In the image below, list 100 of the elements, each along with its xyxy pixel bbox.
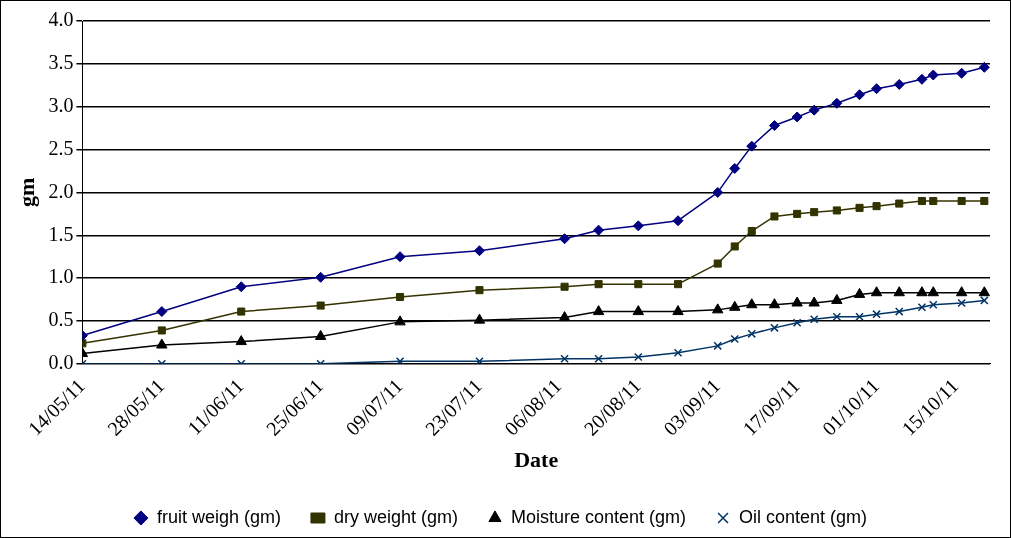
point xyxy=(156,306,168,318)
point xyxy=(872,309,881,319)
point xyxy=(893,286,905,297)
point xyxy=(917,303,927,312)
point xyxy=(473,245,485,257)
point xyxy=(156,338,168,349)
point xyxy=(560,282,569,291)
point xyxy=(729,300,741,311)
point xyxy=(394,315,406,326)
point xyxy=(929,196,938,206)
point xyxy=(237,307,246,316)
y-tick-label: 1.0 xyxy=(48,265,74,288)
point xyxy=(770,212,779,221)
point xyxy=(895,199,904,208)
point xyxy=(791,111,803,123)
point xyxy=(808,296,820,307)
point xyxy=(673,280,683,289)
y-axis-title: gm xyxy=(13,177,39,208)
point xyxy=(673,348,683,358)
point xyxy=(730,334,740,344)
point xyxy=(632,220,644,232)
point xyxy=(957,298,966,308)
point xyxy=(712,186,724,198)
point xyxy=(871,83,883,95)
point xyxy=(634,352,643,362)
point xyxy=(157,326,166,335)
point xyxy=(956,67,968,79)
legend-label: Oil content (gm) xyxy=(739,506,868,527)
point xyxy=(853,287,866,298)
point xyxy=(927,286,939,297)
y-tick-label: 3.5 xyxy=(48,51,74,74)
point xyxy=(893,78,905,90)
point xyxy=(770,323,779,333)
point xyxy=(854,89,866,101)
point xyxy=(314,329,327,340)
point xyxy=(394,251,406,263)
legend-label: fruit weigh (gm) xyxy=(156,506,281,527)
point xyxy=(746,298,758,309)
point xyxy=(475,286,484,295)
point xyxy=(791,296,803,307)
point xyxy=(559,233,571,245)
y-tick-label: 0.5 xyxy=(48,308,74,331)
point xyxy=(235,281,247,293)
point xyxy=(855,203,864,212)
legend-label: Moisture content (gm) xyxy=(510,506,687,527)
point xyxy=(917,196,926,206)
y-tick-label: 2.0 xyxy=(48,179,74,202)
point xyxy=(729,162,741,174)
point xyxy=(396,292,405,302)
point xyxy=(713,341,723,351)
point xyxy=(831,293,843,304)
point xyxy=(872,202,881,211)
point xyxy=(672,215,684,227)
point xyxy=(855,312,864,322)
y-tick-label: 3.0 xyxy=(48,93,74,116)
point xyxy=(632,305,644,316)
point xyxy=(395,357,405,364)
point xyxy=(672,305,684,316)
point xyxy=(594,280,603,289)
point xyxy=(746,140,758,152)
point xyxy=(634,280,643,289)
y-tick-label: 0.0 xyxy=(48,351,74,374)
point xyxy=(712,303,724,314)
point xyxy=(870,286,883,297)
x-axis-title: Date xyxy=(514,447,559,473)
point xyxy=(927,69,939,81)
point xyxy=(747,329,757,339)
point xyxy=(235,335,247,346)
point xyxy=(809,315,819,324)
point xyxy=(831,97,843,109)
point xyxy=(957,196,966,206)
y-tick-label: 2.5 xyxy=(48,136,74,159)
point xyxy=(316,301,325,310)
point xyxy=(916,73,928,85)
point xyxy=(768,298,781,309)
point xyxy=(593,224,605,236)
legend-label: dry weight (gm) xyxy=(333,506,458,527)
point xyxy=(978,286,990,297)
point xyxy=(475,357,484,364)
point xyxy=(832,312,842,322)
point xyxy=(808,104,820,116)
point xyxy=(793,209,802,218)
point xyxy=(955,286,968,297)
y-tick-label: 1.5 xyxy=(48,222,74,245)
point xyxy=(558,311,571,322)
point xyxy=(473,313,486,324)
point xyxy=(730,242,739,251)
point xyxy=(747,226,756,236)
y-tick-label: 4.0 xyxy=(48,8,74,31)
point xyxy=(980,196,989,206)
point xyxy=(928,300,938,310)
point xyxy=(315,271,327,283)
point xyxy=(768,120,780,132)
point xyxy=(978,61,990,73)
point xyxy=(560,354,569,364)
point xyxy=(592,305,605,316)
point xyxy=(594,354,603,364)
point xyxy=(980,296,989,305)
point xyxy=(810,208,819,217)
point xyxy=(713,259,722,268)
